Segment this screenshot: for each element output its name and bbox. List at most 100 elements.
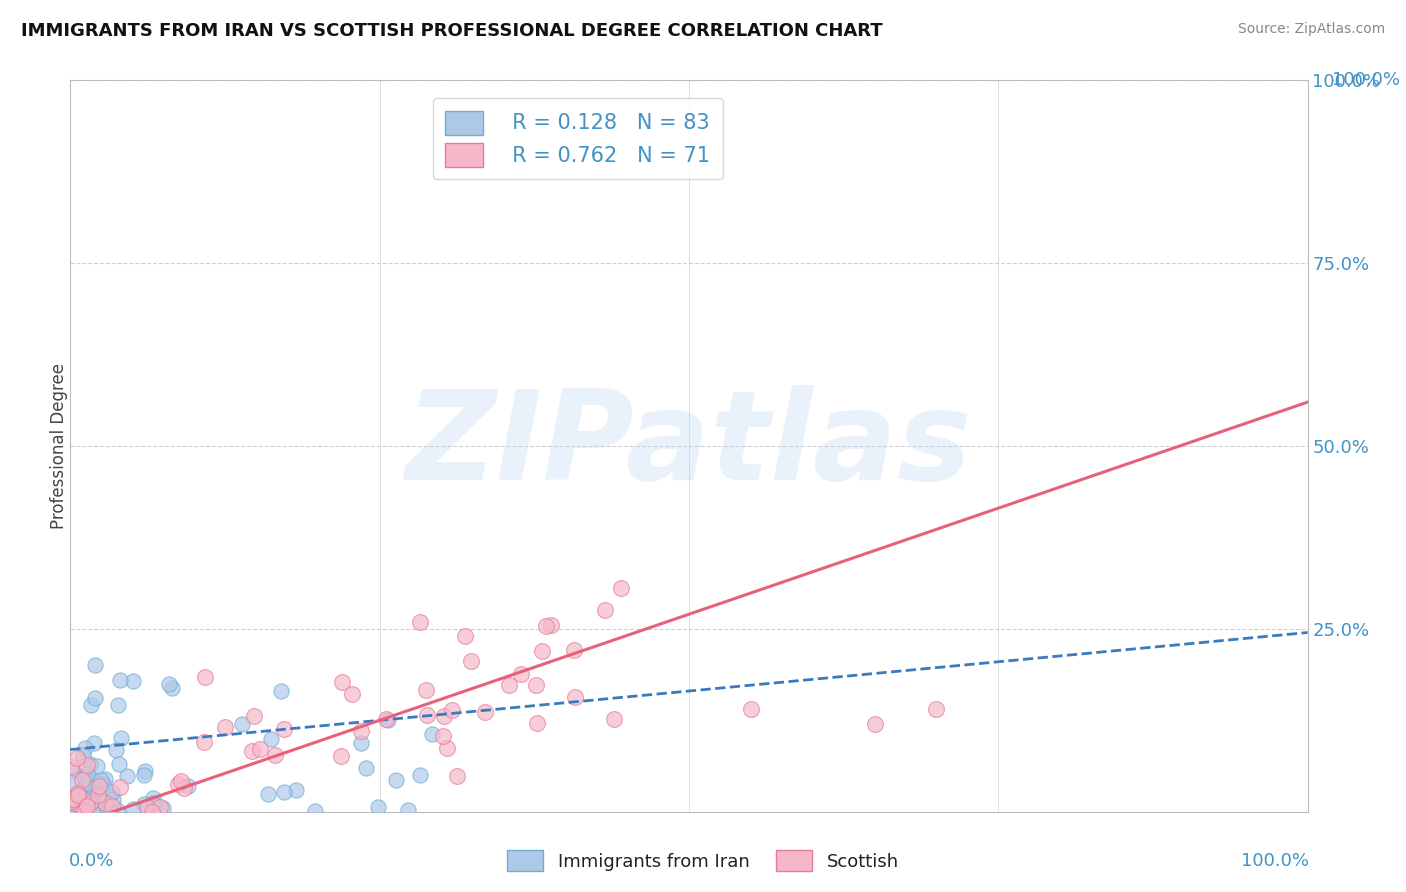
- Point: [350, 724, 373, 739]
- Point: [100, 798, 122, 813]
- Point: [66, 789, 89, 803]
- Point: [446, 769, 468, 783]
- Point: [90, 773, 112, 788]
- Point: [62, 764, 84, 778]
- Point: [142, 797, 165, 811]
- Point: [498, 678, 520, 692]
- Point: [194, 670, 217, 684]
- Point: [409, 767, 432, 781]
- Point: [145, 798, 167, 813]
- Point: [350, 736, 373, 750]
- Point: [80, 698, 103, 713]
- Point: [396, 803, 419, 817]
- Text: Source: ZipAtlas.com: Source: ZipAtlas.com: [1237, 22, 1385, 37]
- Point: [80, 791, 103, 805]
- Point: [98, 789, 121, 803]
- Point: [134, 797, 156, 811]
- Point: [122, 802, 145, 816]
- Point: [108, 780, 131, 794]
- Point: [603, 712, 626, 726]
- Point: [420, 727, 443, 741]
- Point: [83, 736, 105, 750]
- Point: [257, 787, 280, 801]
- Point: [103, 791, 125, 805]
- Point: [67, 796, 90, 810]
- Point: [342, 687, 364, 701]
- Point: [240, 744, 263, 758]
- Point: [170, 774, 193, 789]
- Point: [76, 798, 98, 813]
- Point: [62, 805, 84, 819]
- Point: [330, 675, 353, 690]
- Point: [367, 800, 389, 814]
- Point: [243, 709, 266, 723]
- Text: 0.0%: 0.0%: [69, 852, 114, 870]
- Point: [416, 708, 439, 723]
- Point: [260, 732, 283, 747]
- Point: [214, 720, 236, 734]
- Point: [122, 673, 145, 688]
- Point: [60, 794, 83, 808]
- Point: [105, 803, 128, 817]
- Point: [76, 793, 98, 807]
- Text: IMMIGRANTS FROM IRAN VS SCOTTISH PROFESSIONAL DEGREE CORRELATION CHART: IMMIGRANTS FROM IRAN VS SCOTTISH PROFESS…: [21, 22, 883, 40]
- Point: [460, 654, 482, 668]
- Point: [75, 741, 97, 756]
- Point: [76, 758, 98, 772]
- Point: [273, 785, 295, 799]
- Point: [63, 801, 86, 815]
- Point: [93, 777, 115, 791]
- Point: [65, 792, 87, 806]
- Text: 100.0%: 100.0%: [1241, 852, 1309, 870]
- Point: [270, 684, 292, 698]
- Point: [141, 805, 163, 819]
- Point: [433, 709, 456, 723]
- Point: [610, 581, 633, 595]
- Point: [79, 781, 101, 796]
- Point: [454, 629, 477, 643]
- Point: [564, 690, 586, 705]
- Point: [79, 756, 101, 771]
- Point: [77, 797, 100, 811]
- Point: [526, 678, 548, 692]
- Point: [432, 729, 454, 743]
- Point: [193, 735, 215, 749]
- Point: [83, 796, 105, 810]
- Point: [149, 800, 172, 814]
- Point: [79, 770, 101, 784]
- Point: [76, 795, 98, 809]
- Point: [108, 673, 131, 687]
- Point: [73, 770, 96, 784]
- Point: [101, 784, 124, 798]
- Point: [84, 691, 107, 706]
- Legend: Immigrants from Iran, Scottish: Immigrants from Iran, Scottish: [499, 843, 907, 879]
- Point: [67, 788, 90, 802]
- Point: [73, 780, 96, 794]
- Point: [66, 802, 89, 816]
- Point: [166, 777, 188, 791]
- Point: [94, 798, 117, 813]
- Point: [98, 803, 121, 817]
- Point: [82, 805, 104, 819]
- Point: [94, 796, 117, 810]
- Point: [60, 759, 83, 773]
- Point: [73, 772, 96, 786]
- Point: [231, 717, 253, 731]
- Point: [526, 716, 548, 731]
- Point: [62, 792, 84, 806]
- Point: [177, 779, 200, 793]
- Legend:   R = 0.128   N = 83,   R = 0.762   N = 71: R = 0.128 N = 83, R = 0.762 N = 71: [433, 98, 723, 179]
- Point: [63, 797, 86, 811]
- Point: [70, 804, 93, 818]
- Point: [87, 790, 110, 805]
- Point: [540, 618, 562, 632]
- Point: [304, 804, 326, 818]
- Point: [284, 783, 307, 797]
- Point: [107, 698, 129, 713]
- Point: [408, 615, 430, 629]
- Point: [77, 790, 100, 805]
- Point: [82, 793, 104, 807]
- Point: [249, 742, 271, 756]
- Point: [534, 618, 557, 632]
- Point: [273, 722, 295, 736]
